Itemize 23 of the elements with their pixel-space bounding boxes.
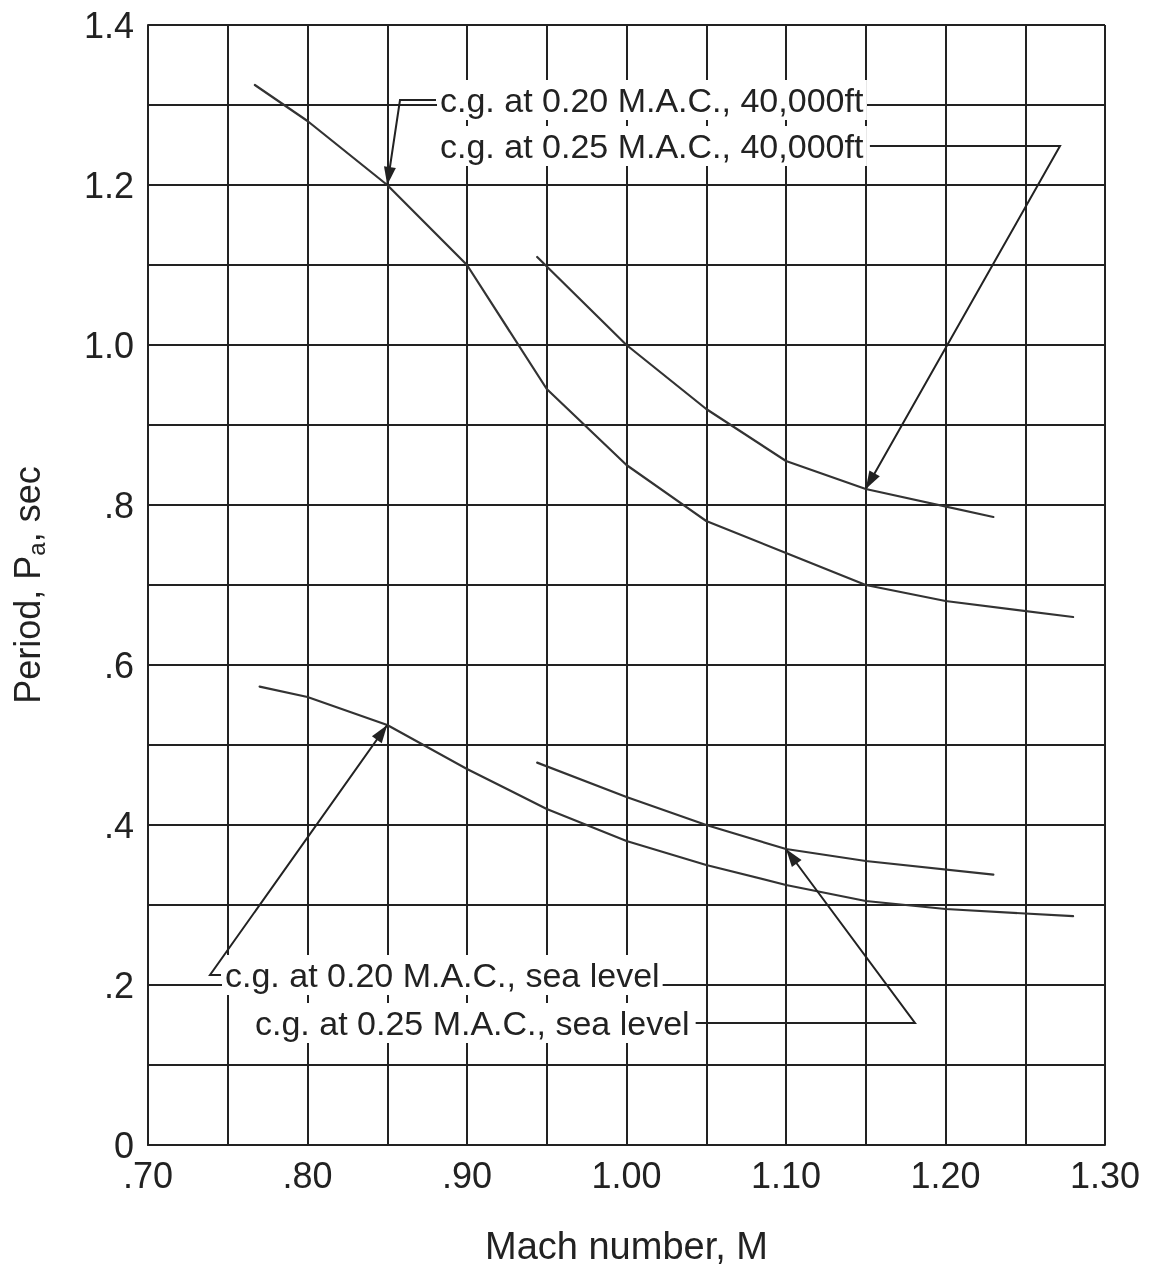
y-tick-label: .2 bbox=[103, 964, 134, 1006]
y-tick-label: 1.2 bbox=[83, 164, 134, 206]
x-axis-title: Mach number, M bbox=[485, 1225, 768, 1267]
text: c.g. at 0.25 M.A.C., 40,000ft bbox=[440, 127, 864, 165]
y-tick-label: .6 bbox=[103, 644, 134, 686]
line-series bbox=[536, 761, 995, 876]
line-series bbox=[536, 255, 995, 519]
x-tick-label: .80 bbox=[282, 1154, 333, 1196]
text: c.g. at 0.25 M.A.C., sea level bbox=[255, 1004, 690, 1042]
x-tick-label: 1.10 bbox=[750, 1154, 822, 1196]
text: c.g. at 0.20 M.A.C., sea level bbox=[225, 956, 660, 994]
x-tick-label: 1.00 bbox=[591, 1154, 662, 1196]
x-tick-label: 1.30 bbox=[1069, 1154, 1141, 1196]
x-tick-label: .90 bbox=[441, 1154, 493, 1196]
line-series bbox=[253, 83, 1075, 619]
y-tick-label: 1.0 bbox=[83, 324, 134, 366]
y-axis-title: Period, Pa, sec bbox=[6, 466, 50, 704]
x-tick-label: 1.20 bbox=[910, 1154, 981, 1196]
text: c.g. at 0.20 M.A.C., 40,000ft bbox=[440, 81, 864, 119]
line-series bbox=[258, 685, 1075, 918]
y-tick-label: 1.4 bbox=[83, 4, 134, 46]
y-tick-label: .8 bbox=[103, 484, 134, 526]
y-tick-label: .4 bbox=[103, 804, 134, 846]
